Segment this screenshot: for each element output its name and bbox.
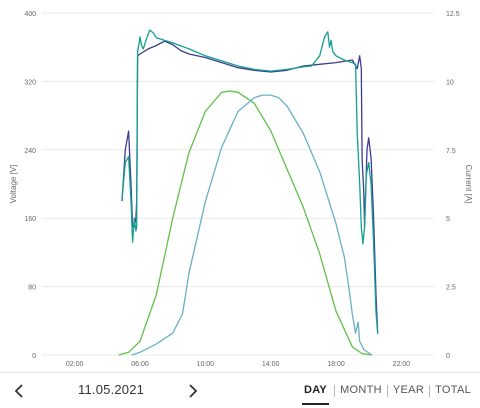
y-right-tick-label: 5 <box>446 216 450 223</box>
date-label: 11.05.2021 <box>78 382 145 397</box>
chart: 0 80 160 240 320 400 0 2.5 5 7.5 10 12.5 02:00 06:00 1… <box>9 11 473 368</box>
tab-divider <box>334 384 336 397</box>
x-tick-label: 02:00 <box>66 361 84 368</box>
period-tabs: DAY MONTH YEAR TOTAL <box>299 373 480 408</box>
tab-month[interactable]: MONTH <box>340 384 382 396</box>
y-right-tick-label: 7.5 <box>446 148 456 155</box>
y-left-tick-label: 80 <box>28 285 36 292</box>
chevron-right-icon[interactable] <box>184 383 200 399</box>
y-right-axis-title: Current [A] <box>464 165 473 204</box>
y-right-tick-label: 10 <box>446 79 454 86</box>
tab-year[interactable]: YEAR <box>392 384 425 396</box>
chevron-left-icon[interactable] <box>12 383 28 399</box>
series-line-3 <box>118 90 372 356</box>
series-line-1 <box>121 40 379 334</box>
y-left-tick-label: 320 <box>24 79 36 86</box>
x-tick-label: 18:00 <box>327 361 345 368</box>
y-left-tick-label: 240 <box>24 148 36 155</box>
y-right-tick-label: 0 <box>446 353 450 360</box>
tab-day[interactable]: DAY <box>299 373 332 408</box>
series-line-4 <box>131 94 373 356</box>
y-left-tick-label: 400 <box>24 11 36 18</box>
date-navigation-bar: 11.05.2021 DAY MONTH YEAR TOTAL <box>0 372 480 407</box>
y-right-tick-label: 12.5 <box>446 11 460 18</box>
tab-divider <box>386 384 388 397</box>
y-right-tick-label: 2.5 <box>446 285 456 292</box>
x-tick-label: 14:00 <box>262 361 280 368</box>
x-tick-label: 22:00 <box>393 361 411 368</box>
y-left-axis-title: Voltage [V] <box>9 165 18 204</box>
chart-svg: 0 80 160 240 320 400 0 2.5 5 7.5 10 12.5 02:00 06:00 1… <box>9 11 473 368</box>
tab-divider <box>429 384 431 397</box>
x-tick-label: 10:00 <box>197 361 215 368</box>
series-line-2 <box>121 29 379 334</box>
y-left-tick-label: 160 <box>24 216 36 223</box>
x-tick-label: 06:00 <box>131 361 149 368</box>
y-left-tick-label: 0 <box>32 353 36 360</box>
tab-total[interactable]: TOTAL <box>435 384 471 396</box>
